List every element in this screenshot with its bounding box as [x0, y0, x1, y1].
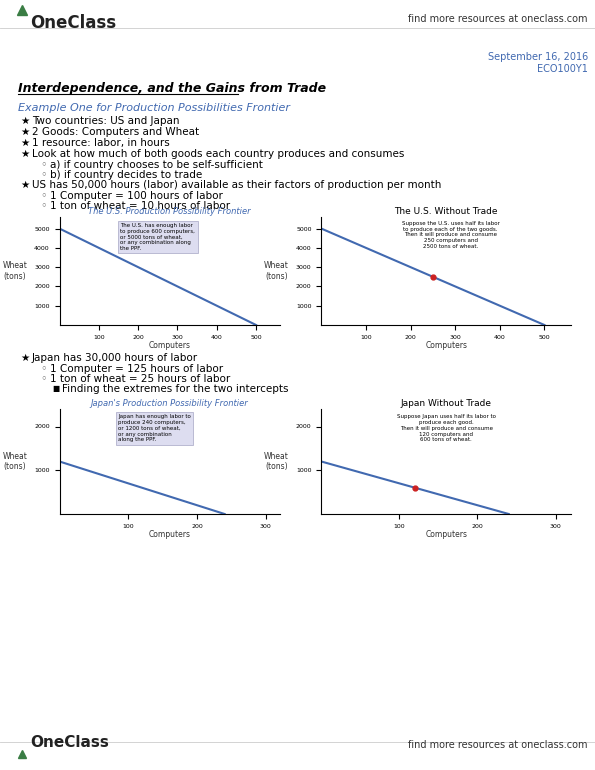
Text: Japan has 30,000 hours of labor: Japan has 30,000 hours of labor — [32, 353, 198, 363]
Text: 1 Computer = 125 hours of labor: 1 Computer = 125 hours of labor — [50, 364, 223, 374]
Text: Japan has enough labor to
produce 240 computers,
or 1200 tons of wheat,
or any c: Japan has enough labor to produce 240 co… — [118, 414, 191, 443]
Text: OneClass: OneClass — [30, 14, 116, 32]
Text: ECO100Y1: ECO100Y1 — [537, 64, 588, 74]
Text: US has 50,000 hours (labor) available as their factors of production per month: US has 50,000 hours (labor) available as… — [32, 180, 441, 190]
Y-axis label: Wheat
(tons): Wheat (tons) — [2, 261, 27, 281]
Text: 1 ton of wheat = 25 hours of labor: 1 ton of wheat = 25 hours of labor — [50, 374, 230, 384]
Text: Finding the extremes for the two intercepts: Finding the extremes for the two interce… — [62, 384, 289, 394]
Text: find more resources at oneclass.com: find more resources at oneclass.com — [409, 14, 588, 24]
Text: Suppose the U.S. uses half its labor
to produce each of the two goods.
Then it w: Suppose the U.S. uses half its labor to … — [402, 221, 500, 249]
Text: Look at how much of both goods each country produces and consumes: Look at how much of both goods each coun… — [32, 149, 405, 159]
Title: Japan's Production Possibility Frontier: Japan's Production Possibility Frontier — [90, 399, 249, 408]
Text: ★: ★ — [20, 180, 29, 190]
Text: ★: ★ — [20, 116, 29, 126]
Title: Japan Without Trade: Japan Without Trade — [401, 399, 491, 408]
Text: 1 resource: labor, in hours: 1 resource: labor, in hours — [32, 138, 170, 148]
Y-axis label: Wheat
(tons): Wheat (tons) — [2, 452, 27, 471]
Text: ◦: ◦ — [40, 374, 46, 384]
X-axis label: Computers: Computers — [425, 341, 467, 350]
Text: find more resources at oneclass.com: find more resources at oneclass.com — [409, 740, 588, 750]
Text: ★: ★ — [20, 353, 29, 363]
X-axis label: Computers: Computers — [149, 341, 190, 350]
Text: September 16, 2016: September 16, 2016 — [488, 52, 588, 62]
Text: ★: ★ — [20, 127, 29, 137]
Text: Example One for Production Possibilities Frontier: Example One for Production Possibilities… — [18, 103, 290, 113]
Text: ◦: ◦ — [40, 191, 46, 201]
Text: Two countries: US and Japan: Two countries: US and Japan — [32, 116, 180, 126]
Title: The U.S. Without Trade: The U.S. Without Trade — [394, 207, 498, 216]
Text: 2 Goods: Computers and Wheat: 2 Goods: Computers and Wheat — [32, 127, 199, 137]
Text: 1 ton of wheat = 10 hours of labor: 1 ton of wheat = 10 hours of labor — [50, 201, 230, 211]
X-axis label: Computers: Computers — [149, 530, 190, 539]
Text: ◦: ◦ — [40, 160, 46, 170]
Text: OneClass: OneClass — [30, 735, 109, 750]
Text: b) if country decides to trade: b) if country decides to trade — [50, 170, 202, 180]
Text: Suppose Japan uses half its labor to
produce each good.
Then it will produce and: Suppose Japan uses half its labor to pro… — [397, 414, 496, 443]
Text: 1 Computer = 100 hours of labor: 1 Computer = 100 hours of labor — [50, 191, 223, 201]
Text: Interdependence, and the Gains from Trade: Interdependence, and the Gains from Trad… — [18, 82, 326, 95]
Title: The U.S. Production Possibility Frontier: The U.S. Production Possibility Frontier — [88, 207, 251, 216]
Text: ◦: ◦ — [40, 170, 46, 180]
Text: ◦: ◦ — [40, 201, 46, 211]
X-axis label: Computers: Computers — [425, 530, 467, 539]
Text: ★: ★ — [20, 138, 29, 148]
Text: The U.S. has enough labor
to produce 600 computers,
or 5000 tons of wheat,
or an: The U.S. has enough labor to produce 600… — [120, 223, 195, 251]
Text: ■: ■ — [52, 384, 60, 393]
Text: ◦: ◦ — [40, 364, 46, 374]
Y-axis label: Wheat
(tons): Wheat (tons) — [264, 261, 289, 281]
Y-axis label: Wheat
(tons): Wheat (tons) — [264, 452, 289, 471]
Text: a) if country chooses to be self-sufficient: a) if country chooses to be self-suffici… — [50, 160, 263, 170]
Text: ★: ★ — [20, 149, 29, 159]
